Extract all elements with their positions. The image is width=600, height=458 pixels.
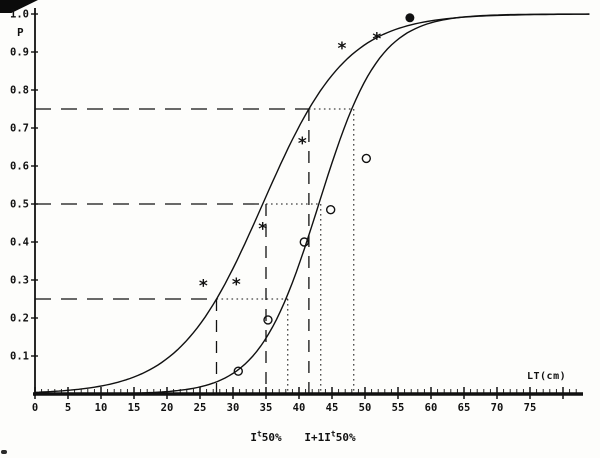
- y-tick-label: 0.9: [10, 47, 29, 59]
- x-tick-label: 35: [260, 402, 273, 414]
- x-tick-label: 75: [524, 402, 537, 414]
- x-tick-label: 50: [359, 402, 372, 414]
- y-tick-label: 0.5: [10, 199, 29, 211]
- data-point-star: *: [298, 134, 307, 154]
- annotation-suffix: 50%: [261, 431, 282, 444]
- curve-ogive-right: [35, 13, 590, 395]
- x-tick-label: 40: [293, 402, 306, 414]
- y-tick-label: 0.6: [10, 161, 29, 173]
- annotation-sup: t: [330, 429, 336, 439]
- data-point-star: *: [199, 277, 208, 297]
- annotation-lt50-left: It50%: [250, 429, 282, 444]
- data-point-star: *: [232, 275, 241, 295]
- y-tick-label: 0.2: [10, 313, 29, 325]
- data-point-star: *: [258, 220, 267, 240]
- data-point-circle: [299, 237, 309, 247]
- annotation-base: I+1I: [304, 431, 331, 444]
- y-axis-label: P: [17, 26, 24, 39]
- x-tick-label: 55: [392, 402, 405, 414]
- x-axis-label: LT(cm): [527, 371, 567, 382]
- x-tick-label: 60: [425, 402, 438, 414]
- x-tick-label: 30: [227, 402, 240, 414]
- y-tick-label: 1.0: [10, 9, 29, 21]
- annotation-lt50-right: I+1It50%: [304, 429, 356, 444]
- data-point-circle: [325, 204, 336, 215]
- annotation-base: I: [250, 431, 257, 444]
- x-tick-label: 45: [326, 402, 339, 414]
- x-tick-label: 70: [491, 402, 504, 414]
- y-tick-label: 0.3: [10, 275, 29, 287]
- scan-artifact-smudge: [1, 450, 7, 454]
- x-tick-label: 15: [128, 402, 141, 414]
- data-point-star: *: [337, 39, 346, 59]
- y-tick-label: 0.8: [10, 85, 29, 97]
- data-point-circle: [361, 153, 372, 164]
- data-point-filled: [405, 13, 415, 23]
- annotation-sup: t: [256, 429, 262, 439]
- x-tick-label: 25: [194, 402, 207, 414]
- data-point-star: *: [372, 30, 381, 50]
- data-point-circle: [233, 366, 243, 376]
- x-tick-label: 65: [458, 402, 471, 414]
- x-tick-label: 0: [32, 402, 38, 414]
- y-tick-label: 0.4: [10, 237, 29, 249]
- x-tick-label: 10: [95, 402, 108, 414]
- y-tick-label: 0.1: [10, 351, 29, 363]
- x-tick-label: 20: [161, 402, 174, 414]
- y-tick-label: 0.7: [10, 123, 29, 135]
- x-tick-label: 5: [65, 402, 71, 414]
- data-point-circle: [263, 315, 273, 325]
- annotation-suffix: 50%: [335, 431, 356, 444]
- curve-ogive-left: [34, 13, 590, 393]
